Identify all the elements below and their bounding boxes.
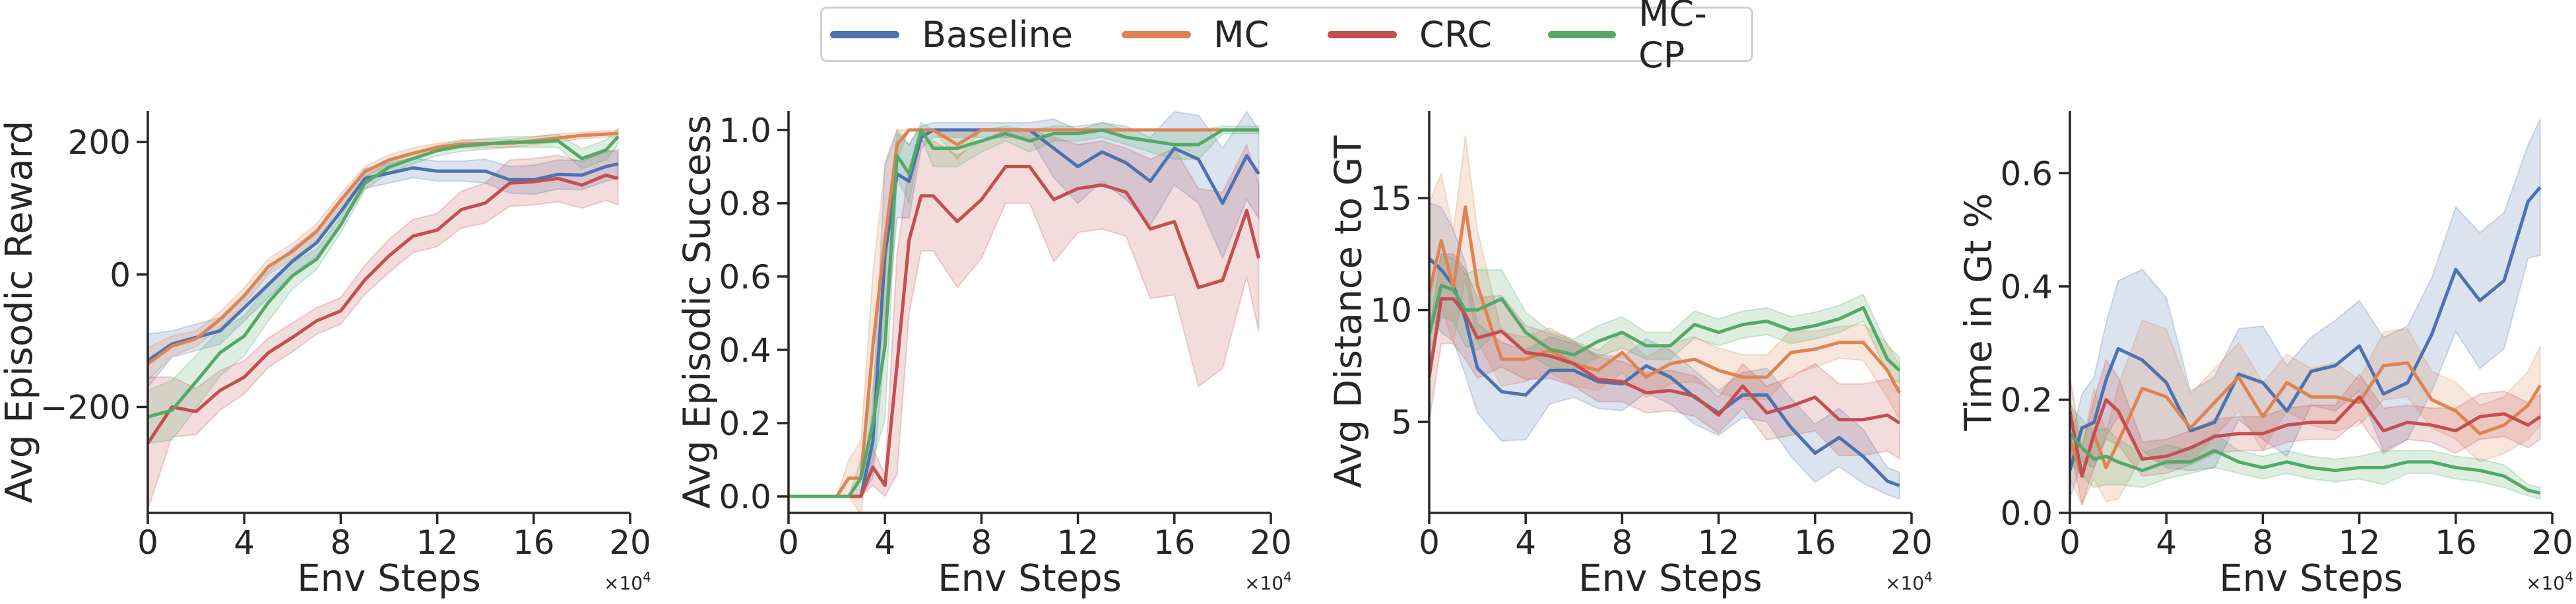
- x-tick-label: 4: [874, 523, 895, 562]
- y-tick-label: 15: [1370, 180, 1412, 218]
- series-line-crc: [1429, 297, 1901, 424]
- legend-item-baseline: Baseline: [830, 9, 1073, 60]
- ci-band-baseline: [2070, 119, 2541, 499]
- x-tick-label: 8: [971, 523, 992, 562]
- y-tick-label: −200: [40, 388, 131, 426]
- y-tick-label: 0.8: [719, 185, 771, 223]
- legend: Baseline MC CRC MC-CP: [820, 0, 1753, 76]
- x-axis-multiplier: ×104: [1244, 569, 1292, 594]
- y-tick-label: 0.0: [719, 478, 771, 516]
- plot-marks: [2070, 119, 2542, 507]
- x-tick-label: 16: [1794, 523, 1836, 562]
- subplot-1: 0 4 8 12 16 20 −200 0 200 Env Steps Avg Episodic R…: [0, 111, 651, 600]
- x-tick-label: 0: [778, 523, 799, 562]
- x-tick-label: 8: [330, 523, 351, 562]
- x-tick-label: 12: [2338, 523, 2381, 562]
- x-tick-label: 0: [137, 523, 158, 562]
- series-line-mc-cp: [148, 135, 620, 419]
- x-axis-multiplier-exponent: 4: [1283, 569, 1292, 585]
- series-line-mc-cp: [789, 128, 1259, 498]
- x-tick-label: 16: [513, 523, 555, 562]
- x-axis-multiplier-exponent: 4: [1924, 569, 1933, 585]
- ci-band-baseline: [1429, 201, 1900, 500]
- y-axis-label: Time in Gt %: [1957, 193, 2000, 431]
- subplot-2: 0 4 8 12 16 20 0.0 0.2 0.4 0.6 0.8 1.0 Env Steps Avg …: [676, 111, 1292, 600]
- x-tick-label: 20: [1890, 523, 1933, 562]
- x-tick-label: 8: [1611, 523, 1632, 562]
- x-axis-multiplier: ×104: [1885, 569, 1933, 594]
- subplot-3: 0 4 8 12 16 20 5 10 15 Env Steps Avg Distance to G…: [1327, 111, 1933, 600]
- legend-item-mc: MC: [1122, 9, 1269, 60]
- legend-label-mc: MC: [1213, 13, 1270, 55]
- x-axis-multiplier: ×104: [2526, 569, 2573, 594]
- x-axis-multiplier-exponent: 4: [2565, 569, 2573, 585]
- legend-swatch-baseline: [830, 30, 899, 38]
- x-axis-multiplier-exponent: 4: [643, 569, 651, 585]
- y-tick-label: 0: [110, 256, 131, 294]
- y-tick-label: 200: [68, 123, 131, 162]
- ci-band-mc-cp: [148, 127, 619, 444]
- series-line-mc: [148, 131, 618, 366]
- series-line-mc-cp: [1429, 283, 1901, 372]
- y-tick-label: 0.6: [2000, 154, 2053, 193]
- legend-label-baseline: Baseline: [922, 13, 1073, 55]
- y-tick-label: 0.6: [719, 258, 771, 296]
- x-tick-label: 16: [2435, 523, 2477, 562]
- x-tick-label: 12: [1057, 523, 1099, 562]
- ci-band-crc: [789, 129, 1260, 498]
- y-tick-label: 1.0: [719, 112, 771, 150]
- y-axis-label: Avg Episodic Reward: [0, 121, 41, 504]
- series-line-baseline: [148, 162, 619, 362]
- ci-band-crc: [148, 149, 619, 510]
- x-axis-multiplier: ×104: [604, 569, 651, 594]
- ci-band-crc: [2070, 358, 2541, 507]
- x-tick-label: 4: [234, 523, 255, 562]
- x-tick-label: 0: [1419, 523, 1440, 562]
- x-tick-label: 12: [416, 523, 459, 562]
- plot-marks: [789, 111, 1261, 513]
- series-line-baseline: [1429, 257, 1900, 488]
- series-line-crc: [148, 173, 619, 445]
- series-line-mc: [2070, 361, 2542, 478]
- x-tick-label: 0: [2059, 523, 2080, 562]
- legend-label-mc-cp: MC-CP: [1638, 0, 1707, 76]
- legend-item-crc: CRC: [1328, 9, 1492, 60]
- series-line-baseline: [2070, 186, 2542, 471]
- y-axis-label: Avg Distance to GT: [1327, 135, 1370, 488]
- x-axis-label: Env Steps: [297, 557, 481, 600]
- y-tick-label: 10: [1370, 292, 1412, 330]
- series-line-mc: [1429, 205, 1901, 394]
- y-tick-label: 0.2: [719, 405, 771, 443]
- x-tick-label: 12: [1698, 523, 1740, 562]
- series-line-mc-cp: [2070, 432, 2541, 495]
- legend-item-mc-cp: MC-CP: [1548, 0, 1751, 76]
- x-tick-label: 20: [2531, 523, 2573, 562]
- plot-marks: [1429, 135, 1901, 500]
- legend-swatch-mc: [1122, 30, 1191, 38]
- x-axis-label: Env Steps: [2219, 557, 2403, 600]
- x-tick-label: 4: [1515, 523, 1536, 562]
- x-tick-label: 4: [2156, 523, 2177, 562]
- x-tick-label: 20: [609, 523, 651, 562]
- legend-label-crc: CRC: [1419, 13, 1493, 55]
- plot-marks: [148, 127, 620, 510]
- y-tick-label: 0.4: [719, 331, 771, 370]
- y-tick-label: 0.2: [2000, 381, 2053, 419]
- subplot-4: 0 4 8 12 16 20 0.0 0.2 0.4 0.6 Env Steps Time in Gt…: [1957, 111, 2573, 600]
- x-axis-label: Env Steps: [938, 557, 1122, 600]
- series-line-crc: [789, 164, 1261, 498]
- y-tick-label: 0.0: [2000, 494, 2053, 533]
- x-tick-label: 20: [1250, 523, 1292, 562]
- legend-swatch-crc: [1328, 30, 1397, 38]
- series-line-crc: [2070, 395, 2542, 478]
- x-axis-label: Env Steps: [1578, 557, 1762, 600]
- y-tick-label: 0.4: [2000, 268, 2053, 306]
- y-axis-label: Avg Episodic Success: [676, 115, 719, 509]
- x-tick-label: 16: [1153, 523, 1196, 562]
- x-tick-label: 8: [2252, 523, 2273, 562]
- legend-swatch-mc-cp: [1548, 30, 1617, 38]
- y-tick-label: 5: [1391, 403, 1412, 442]
